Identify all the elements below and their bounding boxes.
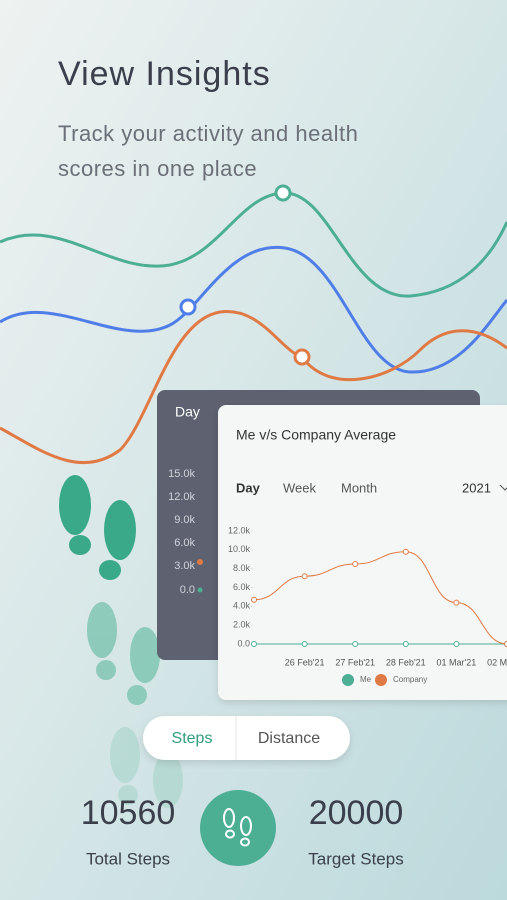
back-tick-label: 0.0 [180, 584, 195, 596]
data-point [453, 599, 460, 606]
back-tick-label: 9.0k [174, 514, 195, 526]
stat-value: 10560 [81, 794, 176, 832]
year-select[interactable]: 2021 [462, 480, 491, 495]
subtitle: Track your activity and health [58, 121, 358, 146]
chart-title: Me v/s Company Average [236, 427, 396, 443]
y-tick-label: 4.0k [233, 601, 251, 611]
data-point [301, 573, 308, 580]
stat-label: Total Steps [86, 849, 170, 868]
x-tick-label: 28 Feb'21 [386, 657, 426, 667]
subtitle: scores in one place [58, 156, 257, 181]
data-point [352, 560, 359, 567]
x-tick-label: 02 Mar'21 [487, 657, 507, 667]
stat-value: 20000 [309, 794, 404, 832]
y-tick-label: 6.0k [233, 582, 251, 592]
steps-icon [200, 790, 276, 866]
steps-icon-glyph [223, 808, 252, 847]
legend-swatch [375, 674, 387, 686]
back-tick-label: 3.0k [174, 560, 195, 572]
decor-dot [197, 559, 203, 565]
y-tick-label: 2.0k [233, 620, 251, 630]
x-tick-label: 26 Feb'21 [285, 657, 325, 667]
toggle [143, 716, 350, 760]
back-tick-label: 15.0k [168, 468, 195, 480]
decor-footprints [59, 475, 183, 808]
tab[interactable]: Week [283, 480, 316, 495]
back-card-tab[interactable]: Day [175, 404, 200, 420]
data-point [504, 641, 507, 647]
data-point [402, 641, 409, 647]
data-point [352, 641, 359, 647]
decor-waves [0, 184, 507, 465]
data-point [402, 548, 409, 555]
toggle-option[interactable]: Steps [172, 730, 213, 747]
back-tick-label: 12.0k [168, 491, 195, 503]
toggle-option[interactable]: Distance [258, 730, 320, 747]
title: View Insights [58, 55, 271, 93]
back-tick-label: 6.0k [174, 537, 195, 549]
x-tick-label: 27 Feb'21 [335, 657, 375, 667]
chart-card [218, 405, 507, 700]
data-point [251, 596, 257, 603]
y-tick-label: 12.0k [228, 525, 251, 535]
tab[interactable]: Month [341, 480, 377, 495]
legend-label: Me [360, 675, 372, 684]
x-tick-label: 01 Mar'21 [437, 657, 477, 667]
y-tick-label: 10.0k [228, 544, 251, 554]
y-tick-label: 0.0 [237, 638, 250, 648]
data-point [453, 641, 460, 647]
tab[interactable]: Day [236, 480, 261, 495]
chart-card-content: Me v/s Company Average Day Week Month 20… [228, 427, 507, 686]
dropdown-arrow [499, 484, 507, 491]
y-tick-label: 8.0k [233, 563, 251, 573]
stat-label: Target Steps [308, 849, 403, 868]
decor-dot [197, 587, 203, 593]
data-point [301, 641, 308, 647]
data-point [251, 641, 257, 647]
legend-label: Company [393, 675, 427, 684]
legend-swatch [342, 674, 354, 686]
series-line [253, 551, 507, 645]
